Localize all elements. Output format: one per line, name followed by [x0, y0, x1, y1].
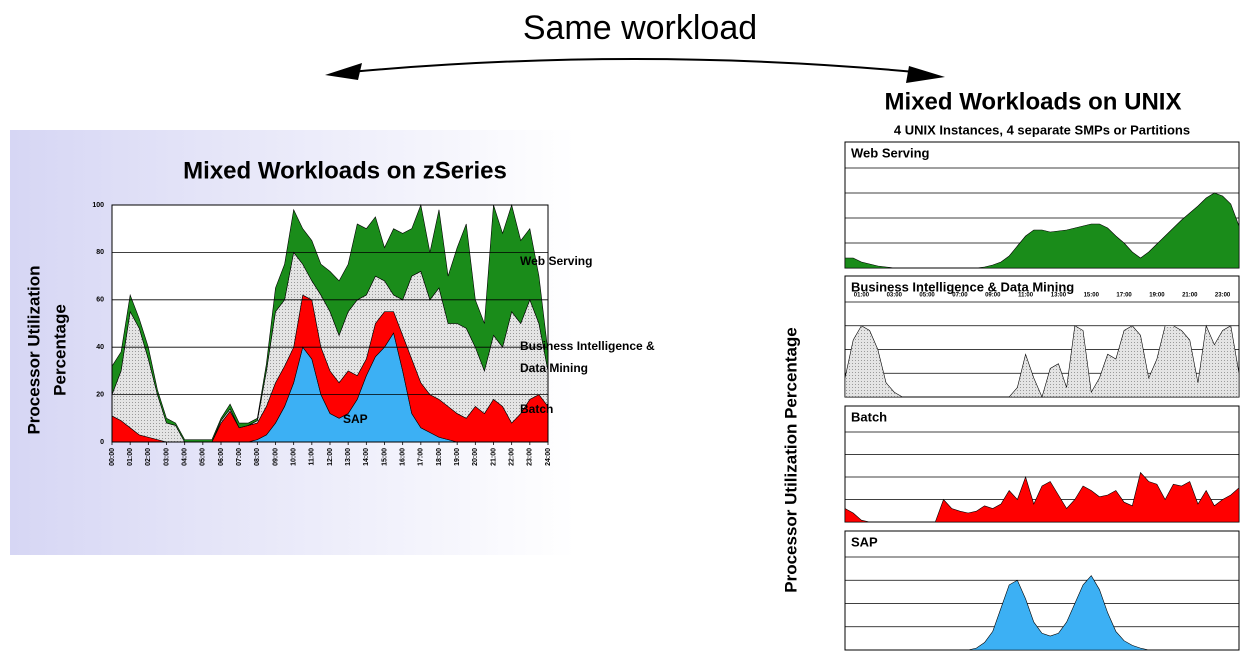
x-tick-label: 05:00 [200, 448, 207, 466]
heading: Same workload [523, 9, 757, 47]
x-tick-label: 17:00 [1116, 293, 1132, 299]
x-tick-label: 23:00 [1215, 293, 1231, 299]
x-tick-label: 22:00 [509, 448, 516, 466]
series-label: Batch [520, 402, 553, 416]
area [844, 324, 1240, 398]
x-tick-label: 04:00 [182, 448, 189, 466]
x-tick-label: 02:00 [145, 448, 152, 466]
y-axis-title: Processor Utilization [24, 265, 43, 434]
x-tick-label: 21:00 [1182, 293, 1198, 299]
x-tick-label: 07:00 [952, 293, 968, 299]
plot-border [111, 204, 549, 443]
x-tick-label: 09:00 [272, 448, 279, 466]
series-label: SAP [343, 412, 368, 426]
x-tick-label: 01:00 [127, 448, 134, 466]
y-tick-label: 0 [100, 439, 104, 446]
chart-subtitle: 4 UNIX Instances, 4 separate SMPs or Par… [894, 122, 1190, 137]
area [845, 575, 1239, 651]
panel-title: Batch [851, 409, 887, 424]
y-tick-label: 80 [96, 249, 104, 256]
y-tick-label: 60 [96, 297, 104, 304]
arrow-head [906, 66, 945, 83]
x-tick-label: 19:00 [454, 448, 461, 466]
x-tick-label: 21:00 [490, 448, 497, 466]
panel-title: SAP [851, 534, 878, 549]
y-axis-title: Percentage [50, 304, 69, 396]
area [844, 471, 1240, 523]
arrow-head [325, 63, 362, 80]
x-tick-label: 05:00 [919, 293, 935, 299]
arrow [349, 58, 916, 73]
panel-title: Web Serving [851, 145, 930, 160]
x-tick-label: 11:00 [309, 448, 316, 466]
x-tick-label: 16:00 [400, 448, 407, 466]
x-tick-label: 11:00 [1018, 293, 1034, 299]
panel [844, 530, 1240, 651]
x-tick-label: 01:00 [854, 293, 870, 299]
x-tick-label: 03:00 [887, 293, 903, 299]
x-tick-label: 03:00 [163, 448, 170, 466]
x-tick-label: 00:00 [109, 448, 116, 466]
x-tick-label: 09:00 [985, 293, 1001, 299]
y-tick-label: 100 [92, 202, 104, 209]
x-tick-label: 08:00 [254, 448, 261, 466]
x-tick-label: 23:00 [527, 448, 534, 466]
x-tick-label: 18:00 [436, 448, 443, 466]
x-tick-label: 19:00 [1149, 293, 1165, 299]
series-label: Web Serving [520, 254, 592, 268]
x-tick-label: 13:00 [1051, 293, 1067, 299]
chart-title: Mixed Workloads on zSeries [183, 157, 507, 184]
x-tick-label: 20:00 [472, 448, 479, 466]
x-tick-label: 06:00 [218, 448, 225, 466]
x-tick-label: 07:00 [236, 448, 243, 466]
panel-title: Business Intelligence & Data Mining [851, 279, 1074, 294]
y-axis-title: Processor Utilization Percentage [781, 327, 800, 592]
x-tick-label: 14:00 [363, 448, 370, 466]
x-tick-label: 24:00 [545, 448, 552, 466]
x-tick-label: 13:00 [345, 448, 352, 466]
area [844, 192, 1240, 269]
y-tick-label: 40 [96, 344, 104, 351]
chart-title: Mixed Workloads on UNIX [885, 88, 1182, 115]
x-tick-label: 15:00 [1084, 293, 1100, 299]
x-tick-label: 17:00 [418, 448, 425, 466]
series-label-box: Business Intelligence & Data Mining [520, 339, 655, 375]
x-tick-label: 10:00 [291, 448, 298, 466]
x-tick-label: 15:00 [381, 448, 388, 466]
y-tick-label: 20 [96, 391, 104, 398]
series-label: Business Intelligence & Data Mining [520, 339, 655, 375]
x-tick-label: 12:00 [327, 448, 334, 466]
